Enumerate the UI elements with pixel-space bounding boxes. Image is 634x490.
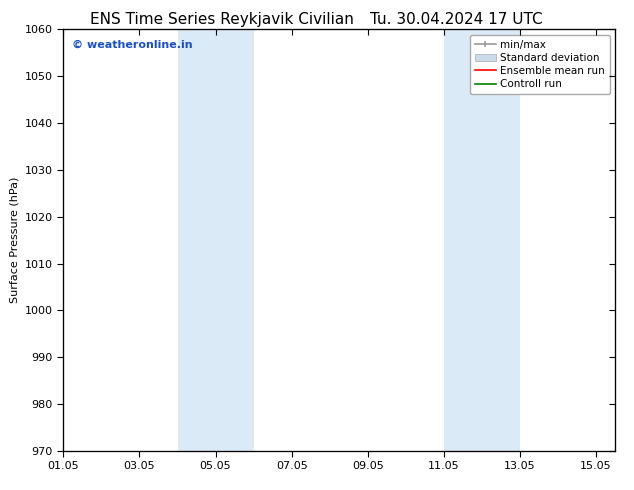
Bar [178,29,254,451]
Y-axis label: Surface Pressure (hPa): Surface Pressure (hPa) [10,177,19,303]
Text: Tu. 30.04.2024 17 UTC: Tu. 30.04.2024 17 UTC [370,12,543,27]
Text: ENS Time Series Reykjavik Civilian: ENS Time Series Reykjavik Civilian [90,12,354,27]
Legend: min/max, Standard deviation, Ensemble mean run, Controll run: min/max, Standard deviation, Ensemble me… [470,35,610,95]
Bar [444,29,520,451]
Text: © weatheronline.in: © weatheronline.in [72,40,192,50]
